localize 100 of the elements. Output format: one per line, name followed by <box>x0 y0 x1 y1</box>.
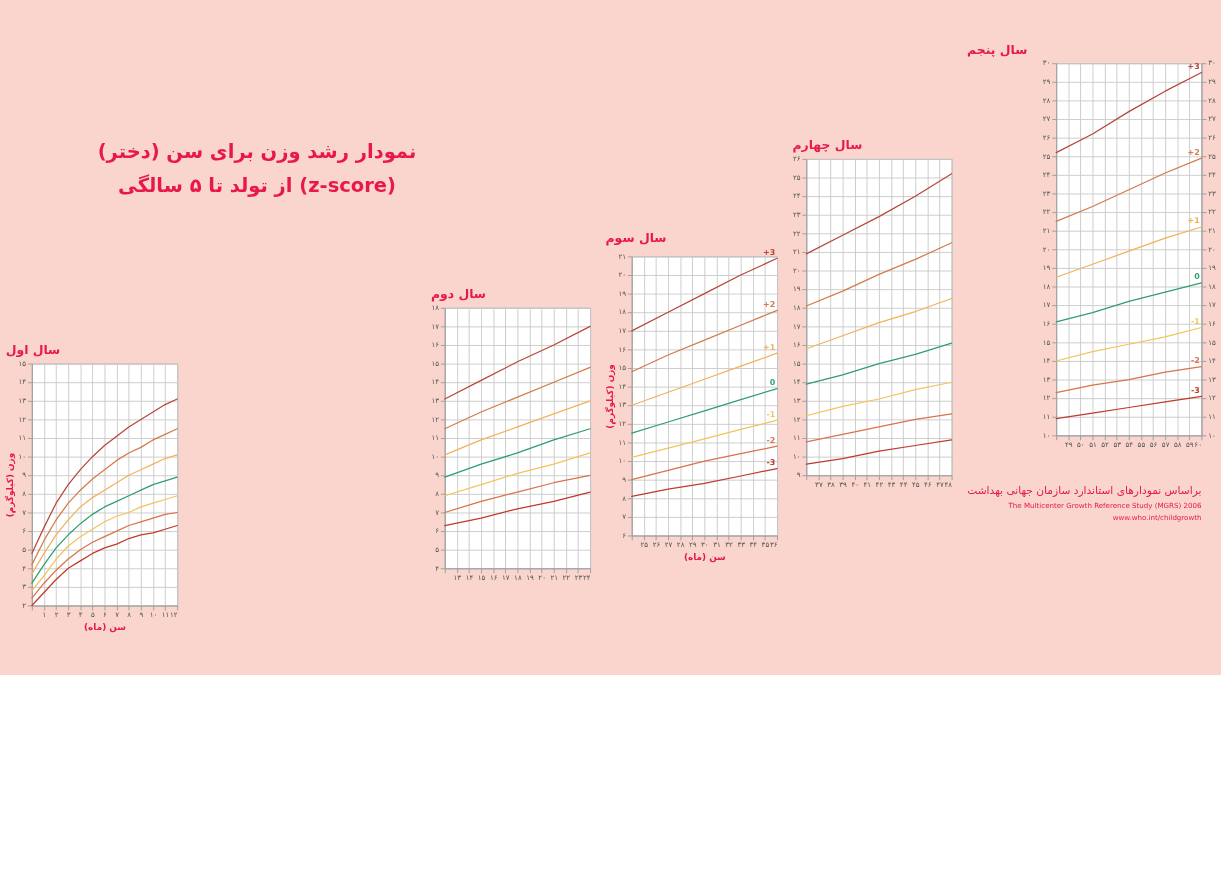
series-label: -3 <box>1190 385 1200 395</box>
y-tick-label: ۲۴ <box>792 191 801 201</box>
y-tick-label: ۱۳ <box>431 396 440 406</box>
y-tick-label: ۱۸ <box>792 303 801 313</box>
y-tick-label: ۲۳ <box>792 209 801 219</box>
y2-tick-label: ۱۱ <box>1208 412 1216 422</box>
x-tick-label: ۱۴ <box>465 573 474 583</box>
x-axis-title: سن (ماه) <box>683 551 726 563</box>
x-tick-label: ۴۲ <box>875 480 884 490</box>
x-tick-label: ۲۴ <box>582 573 591 583</box>
y-tick-label: ۲۵ <box>1042 151 1051 161</box>
x-tick-label: ۳۱ <box>713 540 721 550</box>
x-tick-label: ۵ <box>90 610 95 620</box>
y-tick-label: ۶ <box>622 530 627 540</box>
line-series <box>1055 71 1203 154</box>
line-series <box>631 387 778 434</box>
x-tick-label: ۹ <box>139 610 144 620</box>
x-tick-label: ۴۴ <box>899 480 908 490</box>
y2-tick-label: ۱۹ <box>1208 263 1216 273</box>
y-tick-label: ۱۶ <box>1042 318 1051 328</box>
line-series <box>444 452 591 497</box>
y-tick-label: ۲ <box>22 600 27 610</box>
y-tick-label: ۲۱ <box>618 251 627 261</box>
series-label: -3 <box>766 458 776 468</box>
y2-tick-label: ۱۳ <box>1208 374 1216 384</box>
line-series <box>631 467 778 498</box>
chart-title: سال دوم <box>430 286 487 303</box>
x-tick-label: ۷ <box>115 610 120 620</box>
line-series <box>1055 365 1203 394</box>
x-tick-label: ۳۹ <box>839 480 848 490</box>
x-tick-label: ۸ <box>127 610 132 620</box>
y-tick-label: ۲۷ <box>1042 114 1051 124</box>
y-tick-label: ۱۶ <box>792 340 801 350</box>
y-tick-label: ۱۴ <box>618 381 627 391</box>
y-tick-label: ۱۰ <box>431 451 440 461</box>
y-tick-label: ۱۹ <box>1042 263 1051 273</box>
x-tick-label: ۱۹ <box>526 573 535 583</box>
x-tick-label: ۵۵ <box>1137 440 1146 450</box>
x-tick-label: ۴۳ <box>887 480 896 490</box>
y-tick-label: ۲۴ <box>1042 170 1051 180</box>
line-series <box>805 297 953 350</box>
x-tick-label: ۳۳ <box>737 540 746 550</box>
y-tick-label: ۳۰ <box>1042 58 1051 68</box>
y-tick-label: ۱۸ <box>1042 281 1051 291</box>
x-tick-label: ۲۱ <box>550 573 559 583</box>
y-tick-label: ۲۶ <box>1042 132 1051 142</box>
x-tick-label: ۲۶ <box>652 540 661 550</box>
x-tick-label: ۶ <box>103 610 108 620</box>
y2-tick-label: ۲۶ <box>1208 132 1216 142</box>
x-tick-label: ۱ <box>42 610 47 620</box>
x-tick-label: ۶۰ <box>1194 440 1202 450</box>
y-tick-label: ۷ <box>622 512 627 522</box>
line-series <box>631 419 778 458</box>
y-tick-label: ۲۶ <box>792 154 801 164</box>
series-label: +3 <box>1187 62 1200 72</box>
line-series <box>805 342 953 385</box>
series-label: +2 <box>763 299 776 309</box>
y2-tick-label: ۲۴ <box>1208 170 1216 180</box>
x-tick-label: ۴۰ <box>851 480 860 490</box>
y-tick-label: ۱۸ <box>618 307 627 317</box>
series-label: +1 <box>1187 216 1200 226</box>
y2-tick-label: ۲۷ <box>1208 114 1216 124</box>
y-tick-label: ۱۲ <box>618 419 627 429</box>
line-series <box>805 439 953 465</box>
y-tick-label: ۱۴ <box>18 377 27 387</box>
y-tick-label: ۱۲ <box>18 414 27 424</box>
y-tick-label: ۱۱ <box>1042 412 1051 422</box>
text: براساس نمودارهای استاندارد سازمان جهانی بهداشت <box>967 483 1202 497</box>
text: www.who.int/childgrowth <box>1112 513 1202 523</box>
y2-tick-label: ۱۲ <box>1208 393 1216 403</box>
y-tick-label: ۳ <box>22 582 27 592</box>
x-tick-label: ۴۶ <box>924 480 932 490</box>
y-tick-label: ۱۶ <box>431 340 440 350</box>
line-series <box>1055 395 1203 420</box>
line-series <box>31 454 178 575</box>
x-tick-label: ۵۸ <box>1173 440 1182 450</box>
x-tick-label: ۳۴ <box>749 540 758 550</box>
y-tick-label: ۶ <box>22 526 27 536</box>
y-tick-label: ۲۲ <box>1042 207 1051 217</box>
line-series <box>444 366 591 430</box>
chart-title: سال سوم <box>605 230 667 247</box>
series-label: 0 <box>769 377 776 387</box>
y-tick-label: ۱۴ <box>1042 356 1051 366</box>
y-tick-label: ۱۱ <box>18 433 27 443</box>
y-tick-label: ۱۰ <box>618 456 627 466</box>
y2-tick-label: ۱۶ <box>1208 318 1216 328</box>
y-tick-label: ۱۳ <box>792 396 801 406</box>
x-tick-label: ۴۹ <box>1064 440 1073 450</box>
line-series <box>31 428 178 566</box>
y-tick-label: ۱۷ <box>431 321 440 331</box>
y-tick-label: ۱۷ <box>1042 300 1051 310</box>
line-series <box>444 325 591 400</box>
x-tick-label: ۵۷ <box>1161 440 1170 450</box>
y-tick-label: ۷ <box>22 507 27 517</box>
x-tick-label: ۱۵ <box>477 573 486 583</box>
x-tick-label: ۵۲ <box>1101 440 1110 450</box>
y2-tick-label: ۲۸ <box>1208 95 1216 105</box>
y-tick-label: ۱۵ <box>792 358 801 368</box>
x-tick-label: ۲۲ <box>562 573 571 583</box>
y-tick-label: ۲۰ <box>1042 244 1051 254</box>
